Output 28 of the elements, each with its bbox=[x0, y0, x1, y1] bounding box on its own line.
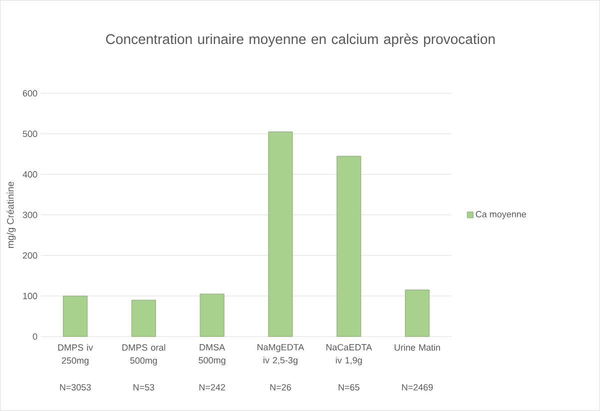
y-tick-label: 100 bbox=[23, 292, 38, 300]
text: N=26 bbox=[270, 384, 291, 391]
bar bbox=[336, 156, 362, 337]
y-tick-label: 200 bbox=[22, 252, 38, 259]
text: N=3053 bbox=[60, 384, 91, 391]
y-tick-label: 400 bbox=[22, 171, 38, 178]
bar bbox=[405, 290, 430, 337]
y-axis-title: mg/g Créatinine bbox=[6, 182, 16, 248]
y-tick-label: 500 bbox=[22, 130, 38, 138]
bar bbox=[268, 132, 293, 337]
x-tick-label: DMPS oral 500mg bbox=[122, 344, 166, 366]
x-tick-label: Urine Matin bbox=[394, 344, 440, 351]
x-tick-label: DMPS iv 250mg bbox=[58, 344, 94, 366]
text: N=242 bbox=[199, 384, 226, 391]
legend-label: Ca moyenne bbox=[476, 211, 526, 220]
text: N=65 bbox=[338, 384, 360, 391]
y-tick-label: 300 bbox=[22, 212, 38, 218]
bar bbox=[131, 300, 156, 337]
chart-title: Concentration urinaire moyenne en calcium après provocation bbox=[106, 34, 495, 47]
x-tick-label: NaCaEDTA iv 1,9g bbox=[326, 344, 372, 366]
bar bbox=[200, 294, 224, 337]
x-tick-label: NaMgEDTA iv 2,5-3g bbox=[258, 344, 304, 366]
y-tick-label: 600 bbox=[22, 90, 38, 97]
bar bbox=[63, 296, 88, 337]
x-tick-label: DMSA 500mg bbox=[198, 344, 226, 366]
y-tick-label: 0 bbox=[32, 333, 38, 340]
text: N=53 bbox=[134, 384, 154, 391]
text: N=2469 bbox=[402, 384, 433, 391]
